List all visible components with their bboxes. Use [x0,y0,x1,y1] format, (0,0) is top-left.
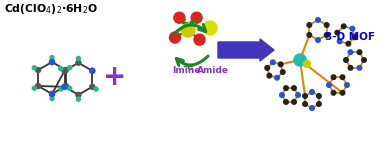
Circle shape [50,60,54,64]
Circle shape [62,84,67,89]
Circle shape [341,24,346,29]
Circle shape [317,94,321,98]
Circle shape [317,102,321,106]
Circle shape [50,92,54,96]
Circle shape [316,38,320,42]
Circle shape [331,75,336,80]
Text: Amide: Amide [197,66,229,75]
Circle shape [275,75,279,80]
Circle shape [191,12,202,23]
Circle shape [68,86,72,90]
Text: Imine: Imine [172,66,200,75]
Circle shape [76,97,81,101]
Circle shape [294,54,306,66]
Circle shape [316,18,320,22]
Circle shape [284,86,288,90]
Circle shape [76,92,81,97]
Circle shape [303,94,307,98]
FancyArrowPatch shape [177,56,208,65]
Circle shape [337,39,342,44]
Circle shape [33,66,36,70]
Text: 3-D MOF: 3-D MOF [325,32,375,42]
Circle shape [174,12,185,23]
Circle shape [62,84,67,89]
Circle shape [59,87,63,91]
Circle shape [59,67,63,71]
Circle shape [307,23,311,27]
Circle shape [33,86,36,90]
Circle shape [194,34,205,45]
Circle shape [278,62,283,67]
Circle shape [357,66,362,70]
Circle shape [348,50,353,54]
Circle shape [169,32,181,43]
Circle shape [64,68,68,72]
Circle shape [280,93,284,97]
Text: +e$^-$: +e$^-$ [180,17,204,28]
Circle shape [50,92,54,96]
Circle shape [292,86,296,90]
Circle shape [346,41,351,46]
Circle shape [357,50,362,54]
Circle shape [362,58,366,62]
Circle shape [90,84,95,89]
Circle shape [280,70,285,74]
Circle shape [344,58,348,62]
Circle shape [324,33,329,37]
Circle shape [271,60,275,64]
Circle shape [50,56,54,60]
FancyArrow shape [218,39,274,61]
Circle shape [296,93,300,97]
Circle shape [340,75,345,80]
Circle shape [50,96,54,100]
Circle shape [340,90,345,95]
Text: +: + [103,63,127,91]
Text: -e$^-$: -e$^-$ [183,62,201,73]
Circle shape [267,73,272,78]
Circle shape [303,102,307,106]
Circle shape [76,60,81,65]
Circle shape [181,23,195,37]
Circle shape [203,21,217,35]
Circle shape [350,26,355,31]
Circle shape [327,83,331,87]
Circle shape [36,68,41,72]
Circle shape [90,68,95,73]
Circle shape [265,66,270,70]
Circle shape [62,68,67,73]
Circle shape [304,60,310,68]
Circle shape [307,33,311,37]
Text: Cd(ClO$_4$)$_2$·6H$_2$O: Cd(ClO$_4$)$_2$·6H$_2$O [4,2,98,16]
Circle shape [348,66,353,70]
Circle shape [36,84,41,88]
Circle shape [310,106,314,110]
Circle shape [352,35,357,40]
Circle shape [331,90,336,95]
Circle shape [335,30,339,35]
Circle shape [64,84,68,88]
Circle shape [292,100,296,104]
Circle shape [50,60,54,64]
Circle shape [284,100,288,104]
Circle shape [94,87,98,91]
FancyArrowPatch shape [174,25,206,34]
Circle shape [76,56,81,60]
Circle shape [310,90,314,94]
Circle shape [68,66,72,70]
Circle shape [90,68,95,73]
Circle shape [324,23,329,27]
Circle shape [345,83,349,87]
